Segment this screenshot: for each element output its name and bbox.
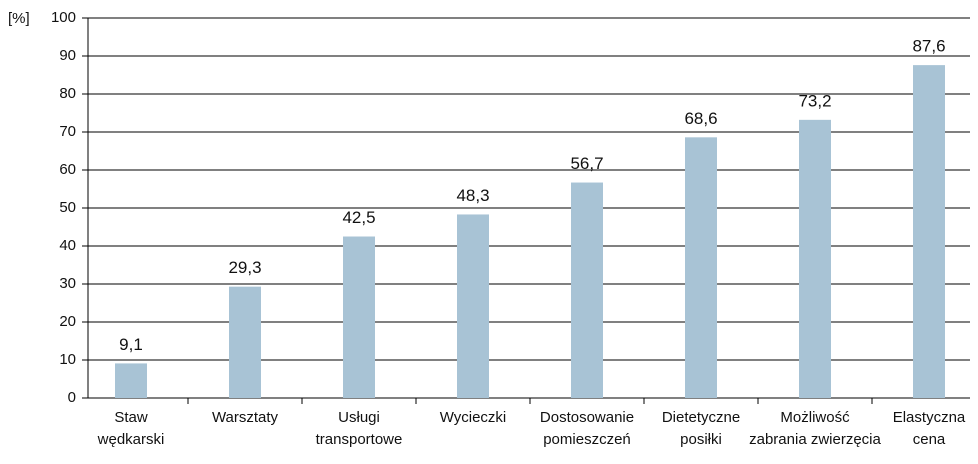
bar (913, 65, 945, 399)
bar (343, 236, 375, 398)
value-label: 68,6 (684, 109, 717, 128)
value-label: 9,1 (119, 335, 143, 354)
x-tick-label: Wycieczki (440, 409, 507, 426)
x-tick-label: Dietetyczne posiłki (662, 409, 740, 448)
x-tick-label: Elastyczna cena (893, 409, 966, 448)
x-tick-label: Warsztaty (212, 409, 279, 426)
bar (457, 214, 489, 398)
x-tick-label: Możliwość zabrania zwierzęcia (749, 409, 881, 448)
y-tick-label: 100 (51, 9, 76, 26)
y-tick-label: 70 (59, 123, 76, 140)
bar (229, 286, 261, 398)
x-tick-label: Staw wędkarski (97, 409, 165, 448)
y-tick-label: 20 (59, 313, 76, 330)
bar (571, 182, 603, 398)
y-tick-label: 30 (59, 275, 76, 292)
y-tick-label: 50 (59, 199, 76, 216)
x-tick-label: Usługi transportowe (316, 409, 403, 448)
y-tick-label: 10 (59, 351, 76, 368)
value-label: 73,2 (798, 91, 831, 110)
bar (115, 363, 147, 398)
y-tick-label: 40 (59, 237, 76, 254)
y-axis-label: [%] (8, 10, 30, 27)
bar (685, 137, 717, 398)
bar (799, 119, 831, 398)
value-label: 42,5 (342, 208, 375, 227)
y-tick-label: 80 (59, 85, 76, 102)
value-label: 29,3 (228, 258, 261, 277)
y-tick-label: 60 (59, 161, 76, 178)
value-label: 87,6 (912, 37, 945, 56)
value-label: 48,3 (456, 186, 489, 205)
y-tick-label: 90 (59, 47, 76, 64)
x-tick-label: Dostosowanie pomieszczeń (540, 409, 634, 448)
value-label: 56,7 (570, 154, 603, 173)
y-tick-label: 0 (68, 389, 76, 406)
